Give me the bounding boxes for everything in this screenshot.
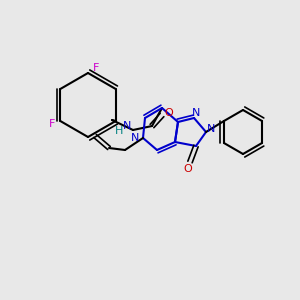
Text: F: F [49,119,56,129]
Text: N: N [207,124,215,134]
Text: N: N [123,121,131,131]
Text: N: N [131,133,139,143]
Text: N: N [192,108,200,118]
Text: O: O [184,164,192,174]
Text: H: H [115,126,123,136]
Text: F: F [93,63,99,73]
Text: O: O [165,108,173,118]
